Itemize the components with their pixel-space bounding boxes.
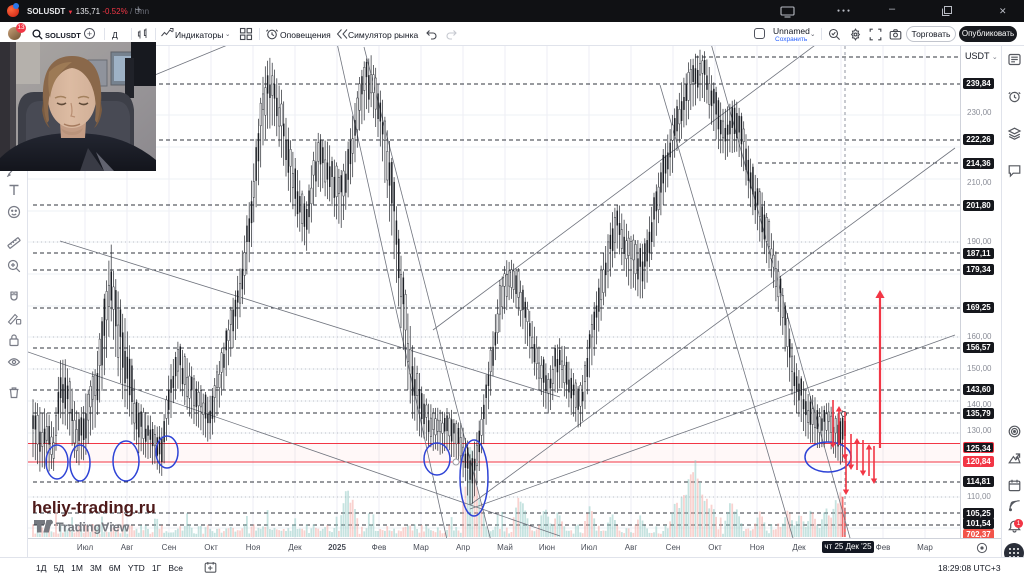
svg-text:TradingView: TradingView (56, 521, 130, 535)
svg-text:heliy-trading.ru: heliy-trading.ru (32, 498, 156, 517)
